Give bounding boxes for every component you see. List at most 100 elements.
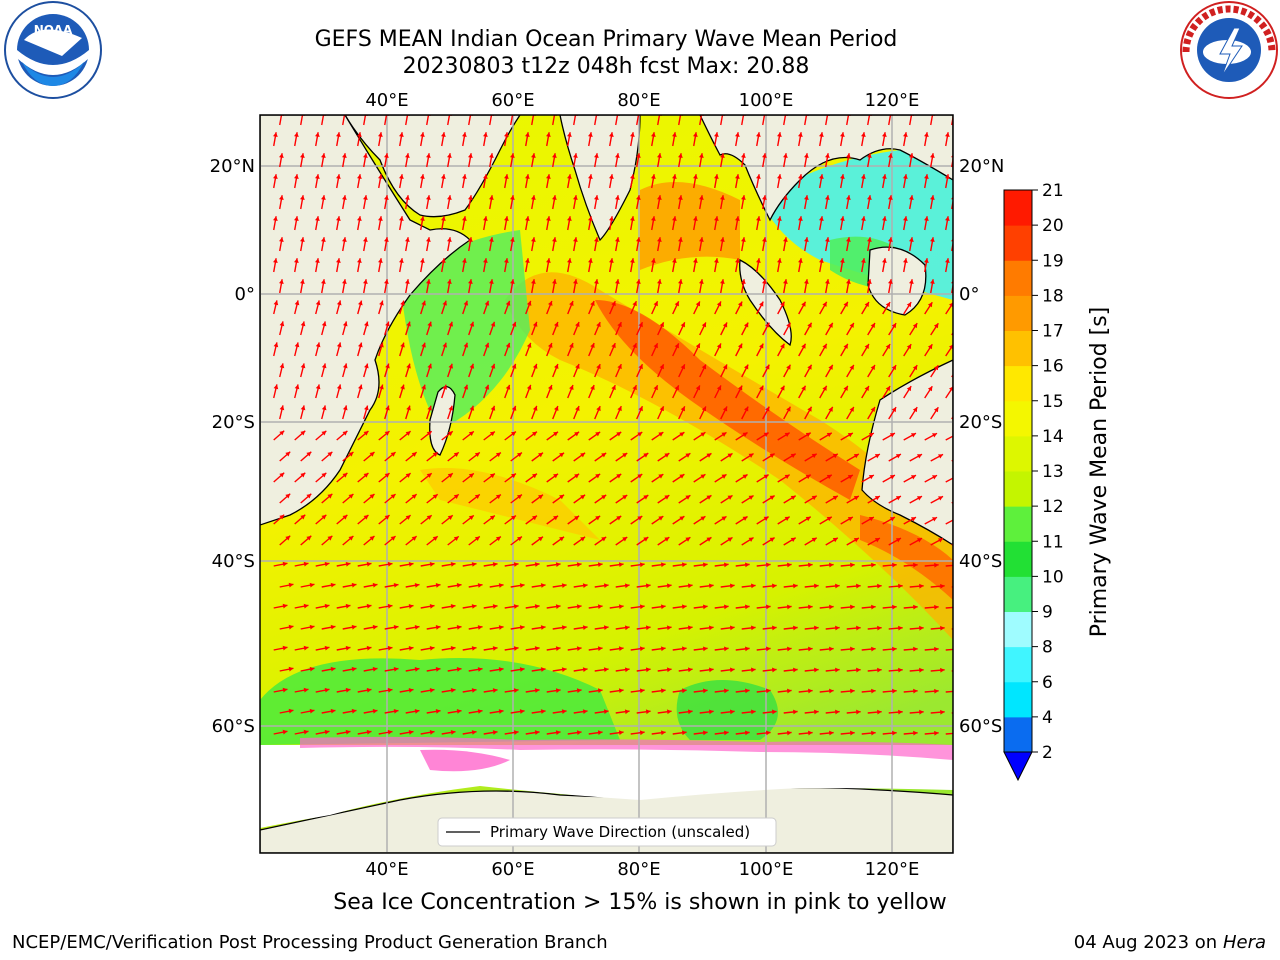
wave-arrow-head xyxy=(309,582,315,588)
wave-arrow-head xyxy=(420,132,425,137)
wave-arrow-head xyxy=(618,688,624,694)
wave-arrow-head xyxy=(336,342,342,348)
wave-arrow-head xyxy=(825,153,830,158)
wave-arrow-head xyxy=(324,603,330,609)
wave-arrow-head xyxy=(741,279,746,284)
wave-arrow-head xyxy=(762,195,767,200)
australia-land xyxy=(861,359,953,546)
wave-arrow-head xyxy=(393,582,399,588)
wave-arrow-head xyxy=(664,453,670,458)
wave-arrow-head xyxy=(450,730,456,735)
wave-arrow-head xyxy=(345,729,351,735)
wave-arrow-head xyxy=(912,407,918,413)
wave-arrow-head xyxy=(399,216,404,221)
wave-arrow-head xyxy=(798,132,803,137)
wave-arrow-head xyxy=(447,515,453,520)
wave-arrow-head xyxy=(681,604,687,610)
swell-band-red-east xyxy=(860,515,953,600)
wave-arrow xyxy=(762,115,766,126)
wave-arrow-head xyxy=(801,301,806,307)
wave-arrow-head xyxy=(825,279,830,284)
wave-arrow-head xyxy=(735,258,740,263)
wave-arrow-head xyxy=(594,195,599,200)
colorbar-tick-label: 12 xyxy=(1042,497,1064,517)
wave-arrow xyxy=(552,115,556,126)
wave-arrow-head xyxy=(484,384,490,390)
wave-arrow-head xyxy=(574,515,580,521)
wave-arrow-head xyxy=(930,153,935,158)
wave-arrow-head xyxy=(468,237,473,242)
wave-arrow-head xyxy=(282,729,288,735)
wave-arrow-head xyxy=(804,153,809,158)
wave-arrow-head xyxy=(741,195,746,200)
wave-arrow-head xyxy=(611,343,616,349)
wave-arrow-head xyxy=(742,516,748,521)
wave-arrow-head xyxy=(846,237,851,242)
wave-arrow-head xyxy=(345,687,351,693)
wave-arrow-head xyxy=(531,279,536,284)
wave-arrow-head xyxy=(420,258,425,263)
wave-arrow-head xyxy=(756,216,761,221)
wave-arrow-head xyxy=(892,688,897,694)
wave-arrow-head xyxy=(695,301,701,307)
wave-arrow-head xyxy=(285,535,291,541)
wave-arrow-head xyxy=(822,385,827,391)
wave-arrow-head xyxy=(288,624,294,630)
wave-arrow-head xyxy=(807,322,812,328)
wave-arrow-head xyxy=(632,385,637,391)
wave-arrow-head xyxy=(913,688,918,694)
wave-arrow-head xyxy=(772,625,777,631)
wave-arrow-head xyxy=(743,364,749,370)
wave-arrow-head xyxy=(588,174,593,179)
wave-arrow xyxy=(489,115,493,126)
wave-arrow-head xyxy=(532,515,537,521)
wave-arrow-head xyxy=(510,195,515,200)
wave-arrow-head xyxy=(447,279,452,284)
wave-arrow xyxy=(930,115,934,126)
wave-arrow-head xyxy=(933,407,939,413)
wave-arrow-head xyxy=(743,406,749,412)
wave-arrow-head xyxy=(330,708,336,714)
wave-arrow-head xyxy=(427,405,432,411)
wave-arrow xyxy=(846,115,850,126)
lat-label-20s-right: 20°S xyxy=(959,412,1002,433)
wave-arrow-head xyxy=(727,495,733,500)
wave-arrow-head xyxy=(793,625,798,631)
wave-arrow-head xyxy=(765,688,771,694)
colorbar-segment xyxy=(1004,225,1032,261)
wave-arrow-head xyxy=(504,132,509,137)
wave-arrow-head xyxy=(294,342,300,348)
lon-labels-top: 40°E 60°E 80°E 100°E 120°E xyxy=(365,90,919,111)
wave-arrow-head xyxy=(657,237,662,242)
wave-arrow-head xyxy=(723,562,729,568)
wave-arrow-head xyxy=(378,216,383,221)
wave-arrow-head xyxy=(624,625,630,631)
wave-arrow-head xyxy=(651,216,656,221)
wave-arrow-head xyxy=(664,495,670,500)
wave-arrow-head xyxy=(906,302,912,308)
wave-arrow-head xyxy=(961,710,966,715)
wave-arrow-head xyxy=(723,730,729,736)
wave-arrow-head xyxy=(300,321,306,327)
wave-arrow-head xyxy=(540,667,546,672)
colorbar-segment xyxy=(1004,260,1032,296)
wave-arrow-head xyxy=(567,216,572,221)
wave-arrow xyxy=(405,115,409,126)
wave-arrow-head xyxy=(516,494,522,500)
wave-arrow-head xyxy=(525,216,530,221)
wave-arrow-head xyxy=(678,153,683,158)
wave-arrow-head xyxy=(546,174,551,179)
wave-arrow-head xyxy=(695,343,701,349)
wave-arrow-head xyxy=(720,195,725,200)
wave-arrow-head xyxy=(765,730,771,736)
wave-arrow-head xyxy=(903,258,908,263)
wave-arrow-head xyxy=(279,237,284,242)
wave-arrow-head xyxy=(315,174,320,179)
wave-arrow-head xyxy=(364,363,369,369)
wave-arrow-head xyxy=(701,364,707,370)
wave-arrow-head xyxy=(805,432,811,438)
legend-label: Primary Wave Direction (unscaled) xyxy=(490,823,750,841)
wave-arrow-head xyxy=(366,729,372,735)
wave-arrow-head xyxy=(798,216,803,221)
wave-arrow-head xyxy=(720,153,725,158)
